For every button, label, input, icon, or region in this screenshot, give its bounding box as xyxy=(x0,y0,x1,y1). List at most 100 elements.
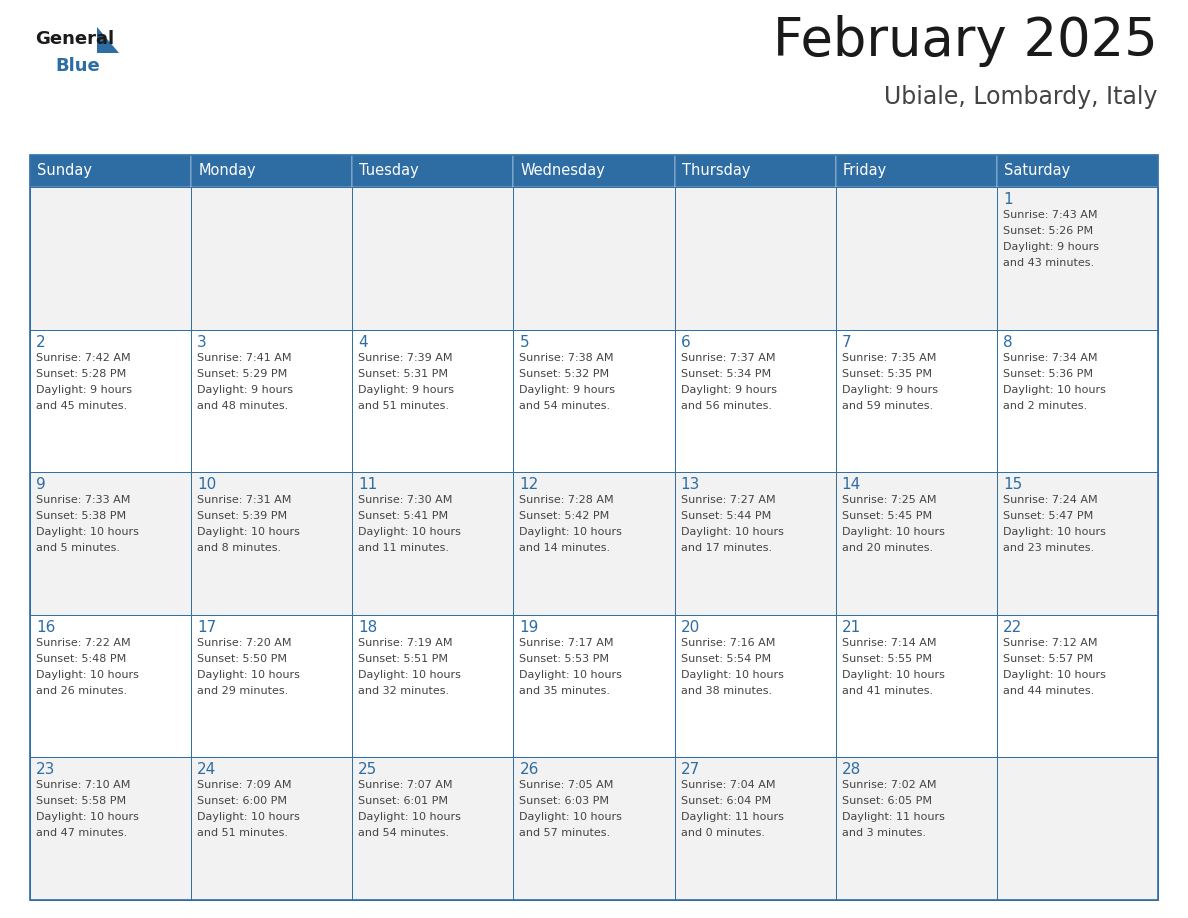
Bar xyxy=(191,757,353,900)
Text: Sunset: 5:39 PM: Sunset: 5:39 PM xyxy=(197,511,287,521)
Text: Sunrise: 7:16 AM: Sunrise: 7:16 AM xyxy=(681,638,775,648)
Text: Monday: Monday xyxy=(198,163,255,178)
Bar xyxy=(513,615,675,757)
Text: and 5 minutes.: and 5 minutes. xyxy=(36,543,120,554)
Text: Sunrise: 7:30 AM: Sunrise: 7:30 AM xyxy=(359,495,453,505)
Text: Daylight: 10 hours: Daylight: 10 hours xyxy=(359,812,461,823)
Bar xyxy=(513,155,675,187)
Text: Sunset: 5:45 PM: Sunset: 5:45 PM xyxy=(842,511,931,521)
Text: 6: 6 xyxy=(681,334,690,350)
Bar xyxy=(353,615,513,757)
Text: Sunrise: 7:02 AM: Sunrise: 7:02 AM xyxy=(842,780,936,790)
Text: Saturday: Saturday xyxy=(1004,163,1070,178)
Text: Daylight: 10 hours: Daylight: 10 hours xyxy=(197,812,301,823)
Text: and 32 minutes.: and 32 minutes. xyxy=(359,686,449,696)
Text: and 35 minutes.: and 35 minutes. xyxy=(519,686,611,696)
Text: 16: 16 xyxy=(36,620,56,635)
Text: Sunset: 5:57 PM: Sunset: 5:57 PM xyxy=(1003,654,1093,664)
Text: 13: 13 xyxy=(681,477,700,492)
Text: Sunset: 6:03 PM: Sunset: 6:03 PM xyxy=(519,797,609,806)
Bar xyxy=(353,757,513,900)
Text: Sunset: 5:32 PM: Sunset: 5:32 PM xyxy=(519,369,609,378)
Text: 22: 22 xyxy=(1003,620,1022,635)
Text: 4: 4 xyxy=(359,334,368,350)
Text: and 23 minutes.: and 23 minutes. xyxy=(1003,543,1094,554)
Text: and 56 minutes.: and 56 minutes. xyxy=(681,400,771,410)
Text: Sunset: 5:51 PM: Sunset: 5:51 PM xyxy=(359,654,448,664)
Text: and 51 minutes.: and 51 minutes. xyxy=(197,828,289,838)
Text: Sunrise: 7:34 AM: Sunrise: 7:34 AM xyxy=(1003,353,1098,363)
Text: 10: 10 xyxy=(197,477,216,492)
Text: Sunrise: 7:28 AM: Sunrise: 7:28 AM xyxy=(519,495,614,505)
Text: 27: 27 xyxy=(681,763,700,778)
Text: Sunset: 5:29 PM: Sunset: 5:29 PM xyxy=(197,369,287,378)
Text: Sunset: 5:58 PM: Sunset: 5:58 PM xyxy=(36,797,126,806)
Text: Tuesday: Tuesday xyxy=(359,163,419,178)
Text: Sunrise: 7:24 AM: Sunrise: 7:24 AM xyxy=(1003,495,1098,505)
Text: and 44 minutes.: and 44 minutes. xyxy=(1003,686,1094,696)
Polygon shape xyxy=(97,27,119,53)
Text: Daylight: 10 hours: Daylight: 10 hours xyxy=(36,527,139,537)
Bar xyxy=(997,757,1158,900)
Text: 21: 21 xyxy=(842,620,861,635)
Text: Sunset: 5:47 PM: Sunset: 5:47 PM xyxy=(1003,511,1093,521)
Text: and 11 minutes.: and 11 minutes. xyxy=(359,543,449,554)
Text: Sunset: 5:54 PM: Sunset: 5:54 PM xyxy=(681,654,771,664)
Text: Sunset: 5:44 PM: Sunset: 5:44 PM xyxy=(681,511,771,521)
Text: 5: 5 xyxy=(519,334,529,350)
Text: Daylight: 9 hours: Daylight: 9 hours xyxy=(36,385,132,395)
Text: 26: 26 xyxy=(519,763,539,778)
Text: and 0 minutes.: and 0 minutes. xyxy=(681,828,765,838)
Bar xyxy=(513,757,675,900)
Text: Daylight: 9 hours: Daylight: 9 hours xyxy=(681,385,777,395)
Text: 15: 15 xyxy=(1003,477,1022,492)
Text: Sunset: 5:55 PM: Sunset: 5:55 PM xyxy=(842,654,931,664)
Text: Thursday: Thursday xyxy=(682,163,750,178)
Text: 20: 20 xyxy=(681,620,700,635)
Bar xyxy=(353,187,513,330)
Text: Sunrise: 7:22 AM: Sunrise: 7:22 AM xyxy=(36,638,131,648)
Text: Sunset: 5:50 PM: Sunset: 5:50 PM xyxy=(197,654,287,664)
Text: Daylight: 11 hours: Daylight: 11 hours xyxy=(681,812,783,823)
Text: Sunset: 6:05 PM: Sunset: 6:05 PM xyxy=(842,797,931,806)
Text: and 2 minutes.: and 2 minutes. xyxy=(1003,400,1087,410)
Bar xyxy=(353,155,513,187)
Bar xyxy=(675,155,835,187)
Bar xyxy=(675,472,835,615)
Bar xyxy=(835,615,997,757)
Text: and 29 minutes.: and 29 minutes. xyxy=(197,686,289,696)
Bar xyxy=(30,187,191,330)
Text: 17: 17 xyxy=(197,620,216,635)
Text: Ubiale, Lombardy, Italy: Ubiale, Lombardy, Italy xyxy=(885,85,1158,109)
Text: Sunset: 5:28 PM: Sunset: 5:28 PM xyxy=(36,369,126,378)
Text: Sunset: 6:01 PM: Sunset: 6:01 PM xyxy=(359,797,448,806)
Text: Sunset: 6:04 PM: Sunset: 6:04 PM xyxy=(681,797,771,806)
Text: Sunrise: 7:39 AM: Sunrise: 7:39 AM xyxy=(359,353,453,363)
Text: and 51 minutes.: and 51 minutes. xyxy=(359,400,449,410)
Text: Sunset: 5:41 PM: Sunset: 5:41 PM xyxy=(359,511,448,521)
Text: 2: 2 xyxy=(36,334,45,350)
Bar xyxy=(997,615,1158,757)
Text: Friday: Friday xyxy=(842,163,887,178)
Text: 23: 23 xyxy=(36,763,56,778)
Bar xyxy=(191,330,353,472)
Bar xyxy=(675,187,835,330)
Text: 3: 3 xyxy=(197,334,207,350)
Text: Daylight: 10 hours: Daylight: 10 hours xyxy=(842,670,944,680)
Text: Sunrise: 7:17 AM: Sunrise: 7:17 AM xyxy=(519,638,614,648)
Text: Sunrise: 7:38 AM: Sunrise: 7:38 AM xyxy=(519,353,614,363)
Bar xyxy=(675,615,835,757)
Text: Daylight: 10 hours: Daylight: 10 hours xyxy=(359,670,461,680)
Bar xyxy=(675,757,835,900)
Text: Sunrise: 7:04 AM: Sunrise: 7:04 AM xyxy=(681,780,775,790)
Text: Sunset: 5:26 PM: Sunset: 5:26 PM xyxy=(1003,226,1093,236)
Text: 25: 25 xyxy=(359,763,378,778)
Text: 7: 7 xyxy=(842,334,852,350)
Text: Daylight: 9 hours: Daylight: 9 hours xyxy=(842,385,937,395)
Text: Sunrise: 7:27 AM: Sunrise: 7:27 AM xyxy=(681,495,776,505)
Text: and 48 minutes.: and 48 minutes. xyxy=(197,400,289,410)
Text: and 59 minutes.: and 59 minutes. xyxy=(842,400,933,410)
Text: Sunrise: 7:31 AM: Sunrise: 7:31 AM xyxy=(197,495,291,505)
Text: February 2025: February 2025 xyxy=(773,15,1158,67)
Text: 28: 28 xyxy=(842,763,861,778)
